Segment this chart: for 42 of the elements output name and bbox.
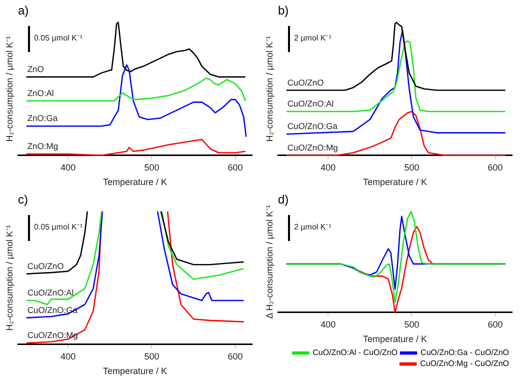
annotation: 0.05 µmol K⁻¹ — [34, 222, 83, 232]
y-axis-title: H₂-consumption / µmol K⁻¹ — [264, 36, 274, 142]
y-axis-title: Δ H₂-consumption / µmol K⁻¹ — [264, 205, 274, 319]
x-axis-title: Temperature / K — [362, 177, 428, 188]
chart-title: b) — [278, 4, 289, 18]
x-tick-label: 600 — [228, 351, 243, 362]
chart-title: a) — [18, 4, 29, 18]
x-tick-label: 500 — [144, 162, 160, 172]
x-axis-title: Temperature / K — [102, 177, 168, 188]
legend-label: CuO/ZnO:Mg - CuO/ZnO — [420, 359, 509, 368]
series-label: ZnO:Al — [27, 88, 54, 98]
legend-label: CuO/ZnO:Ga - CuO/ZnO — [420, 348, 510, 358]
series-label: CuO/ZnO — [27, 261, 64, 272]
series-label: CuO/ZnO:Mg — [287, 142, 338, 152]
chart-title: d) — [278, 192, 289, 207]
x-axis-title: Temperature / K — [362, 334, 428, 344]
x-tick-label: 600 — [488, 319, 503, 330]
series-label: CuO/ZnO:Ga — [287, 121, 338, 132]
x-tick-label: 400 — [320, 162, 336, 172]
x-tick-label: 400 — [60, 351, 76, 362]
y-axis-title: H₂-consumption / µmol K⁻¹ — [4, 36, 14, 142]
legend-label: CuO/ZnO:Al - CuO/ZnO — [312, 348, 398, 358]
series-label: CuO/ZnO:Al — [287, 98, 334, 109]
y-axis-title: H₂-consumption / µmol K⁻¹ — [4, 225, 14, 331]
series-label: ZnO:Ga — [27, 113, 58, 124]
series-label: ZnO — [27, 64, 44, 74]
annotation: 0.05 µmol K⁻¹ — [34, 34, 83, 43]
chart-title: c) — [18, 192, 28, 207]
annotation: 2 µmol K⁻¹ — [294, 34, 332, 43]
series-label: CuO/ZnO:Al — [27, 288, 74, 298]
x-tick-label: 400 — [320, 319, 336, 330]
x-tick-label: 500 — [404, 162, 420, 172]
series-label: ZnO:Mg — [27, 141, 58, 152]
x-tick-label: 400 — [60, 162, 76, 172]
series-label: CuO/ZnO:Mg — [27, 330, 78, 340]
x-tick-label: 500 — [144, 351, 160, 362]
series-label: CuO/ZnO — [287, 77, 324, 88]
x-tick-label: 600 — [488, 162, 503, 172]
x-tick-label: 500 — [404, 319, 420, 330]
annotation: 2 µmol K⁻¹ — [294, 222, 332, 232]
x-axis-title: Temperature / K — [102, 366, 168, 376]
x-tick-label: 600 — [228, 162, 243, 172]
